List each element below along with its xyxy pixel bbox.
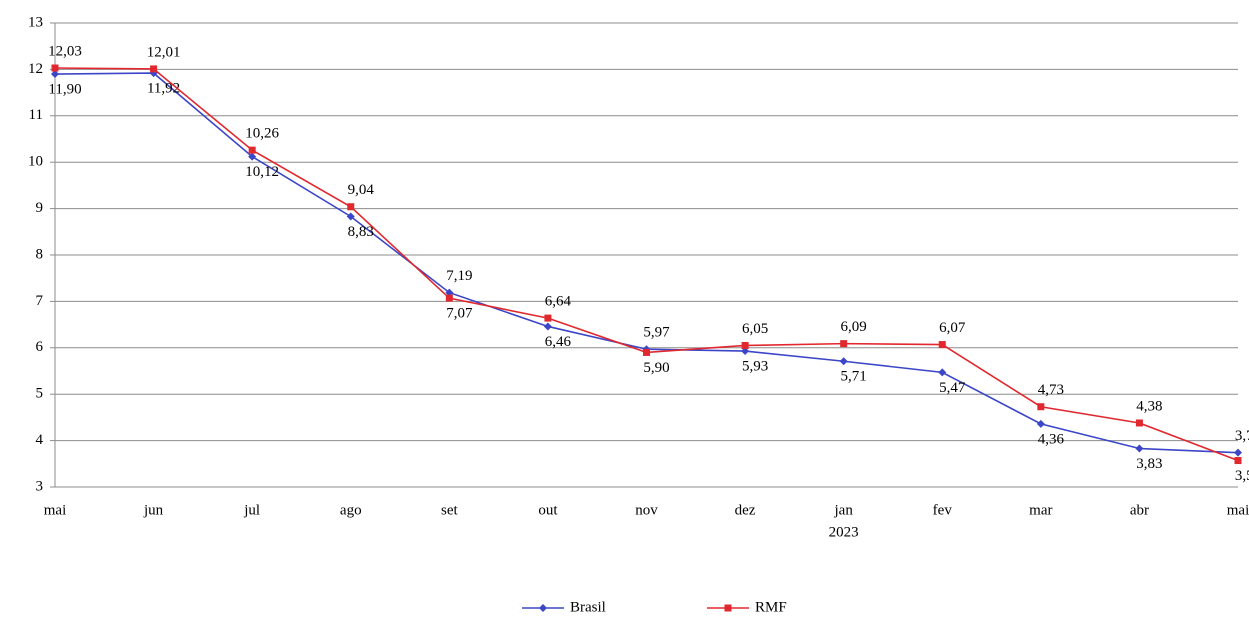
point-marker [1036, 419, 1045, 428]
data-label: 8,83 [348, 224, 374, 240]
point-marker [248, 152, 257, 161]
x-tick-label: mai [44, 502, 67, 518]
legend-marker [539, 604, 547, 612]
data-label: 3,83 [1136, 456, 1162, 472]
point-marker [346, 212, 355, 221]
point-marker [938, 368, 947, 377]
legend-marker [724, 604, 732, 612]
y-tick-label: 5 [36, 386, 44, 402]
data-label: 6,46 [545, 334, 572, 350]
x-tick-label: dez [735, 502, 756, 518]
data-label: 3,57 [1235, 468, 1249, 484]
point-marker [543, 322, 552, 331]
data-label: 6,05 [742, 321, 768, 337]
data-label: 5,71 [841, 369, 867, 385]
point-marker [347, 203, 355, 211]
point-marker [248, 146, 256, 154]
x-tick-label: fev [933, 502, 953, 518]
data-label: 6,09 [841, 319, 867, 335]
x-tick-label: nov [635, 502, 658, 518]
data-label: 4,73 [1038, 382, 1064, 398]
point-marker [1135, 419, 1143, 427]
data-label: 3,74 [1235, 428, 1249, 444]
data-label: 4,38 [1136, 398, 1162, 414]
point-marker [938, 341, 946, 349]
point-marker [51, 70, 59, 79]
data-label: 5,47 [939, 380, 966, 396]
point-marker [1037, 403, 1045, 411]
y-tick-label: 10 [28, 154, 43, 170]
data-label: 6,07 [939, 320, 966, 336]
point-marker [741, 347, 750, 356]
data-label: 12,01 [147, 44, 181, 60]
data-label: 7,07 [446, 306, 473, 322]
y-tick-label: 8 [36, 246, 44, 262]
point-marker [150, 65, 158, 73]
data-label: 4,36 [1038, 431, 1065, 447]
data-label: 12,03 [48, 43, 82, 59]
x-tick-label: abr [1130, 502, 1149, 518]
point-marker [544, 314, 552, 322]
data-label: 7,19 [446, 268, 472, 284]
x-tick-label: set [441, 502, 458, 518]
x-tick-label: jan [834, 502, 854, 518]
y-tick-label: 9 [36, 200, 44, 216]
data-label: 10,12 [245, 164, 279, 180]
point-marker [643, 348, 650, 356]
point-marker [840, 340, 848, 348]
data-label: 10,26 [245, 126, 279, 142]
x-tick-label: ago [340, 502, 362, 518]
point-marker [1234, 457, 1242, 465]
point-marker [51, 64, 59, 72]
x-tick-label: out [538, 502, 558, 518]
y-tick-label: 6 [36, 339, 44, 355]
y-tick-label: 3 [36, 478, 44, 494]
y-tick-label: 4 [36, 432, 44, 448]
data-label: 5,93 [742, 358, 768, 374]
data-label: 9,04 [348, 182, 375, 198]
data-label: 11,90 [48, 81, 81, 97]
y-tick-label: 11 [29, 107, 43, 123]
data-label: 6,64 [545, 294, 572, 310]
y-tick-label: 7 [36, 293, 44, 309]
point-marker [1135, 444, 1144, 453]
point-marker [839, 357, 848, 366]
data-label: 5,90 [643, 360, 669, 376]
data-label: 11,92 [147, 81, 180, 97]
y-tick-label: 12 [28, 61, 43, 77]
x-secondary-label: 2023 [829, 524, 859, 540]
x-tick-label: jun [143, 502, 164, 518]
legend-label: Brasil [570, 599, 606, 615]
point-marker [1234, 448, 1242, 457]
x-tick-label: mai [1227, 502, 1249, 518]
x-tick-label: jul [243, 502, 260, 518]
point-marker [445, 294, 453, 302]
y-tick-label: 13 [28, 14, 43, 30]
x-tick-label: mar [1029, 502, 1052, 518]
point-marker [445, 288, 454, 297]
legend-label: RMF [755, 599, 787, 615]
data-label: 5,97 [643, 325, 670, 341]
point-marker [741, 341, 749, 349]
series-line [54, 67, 1239, 462]
